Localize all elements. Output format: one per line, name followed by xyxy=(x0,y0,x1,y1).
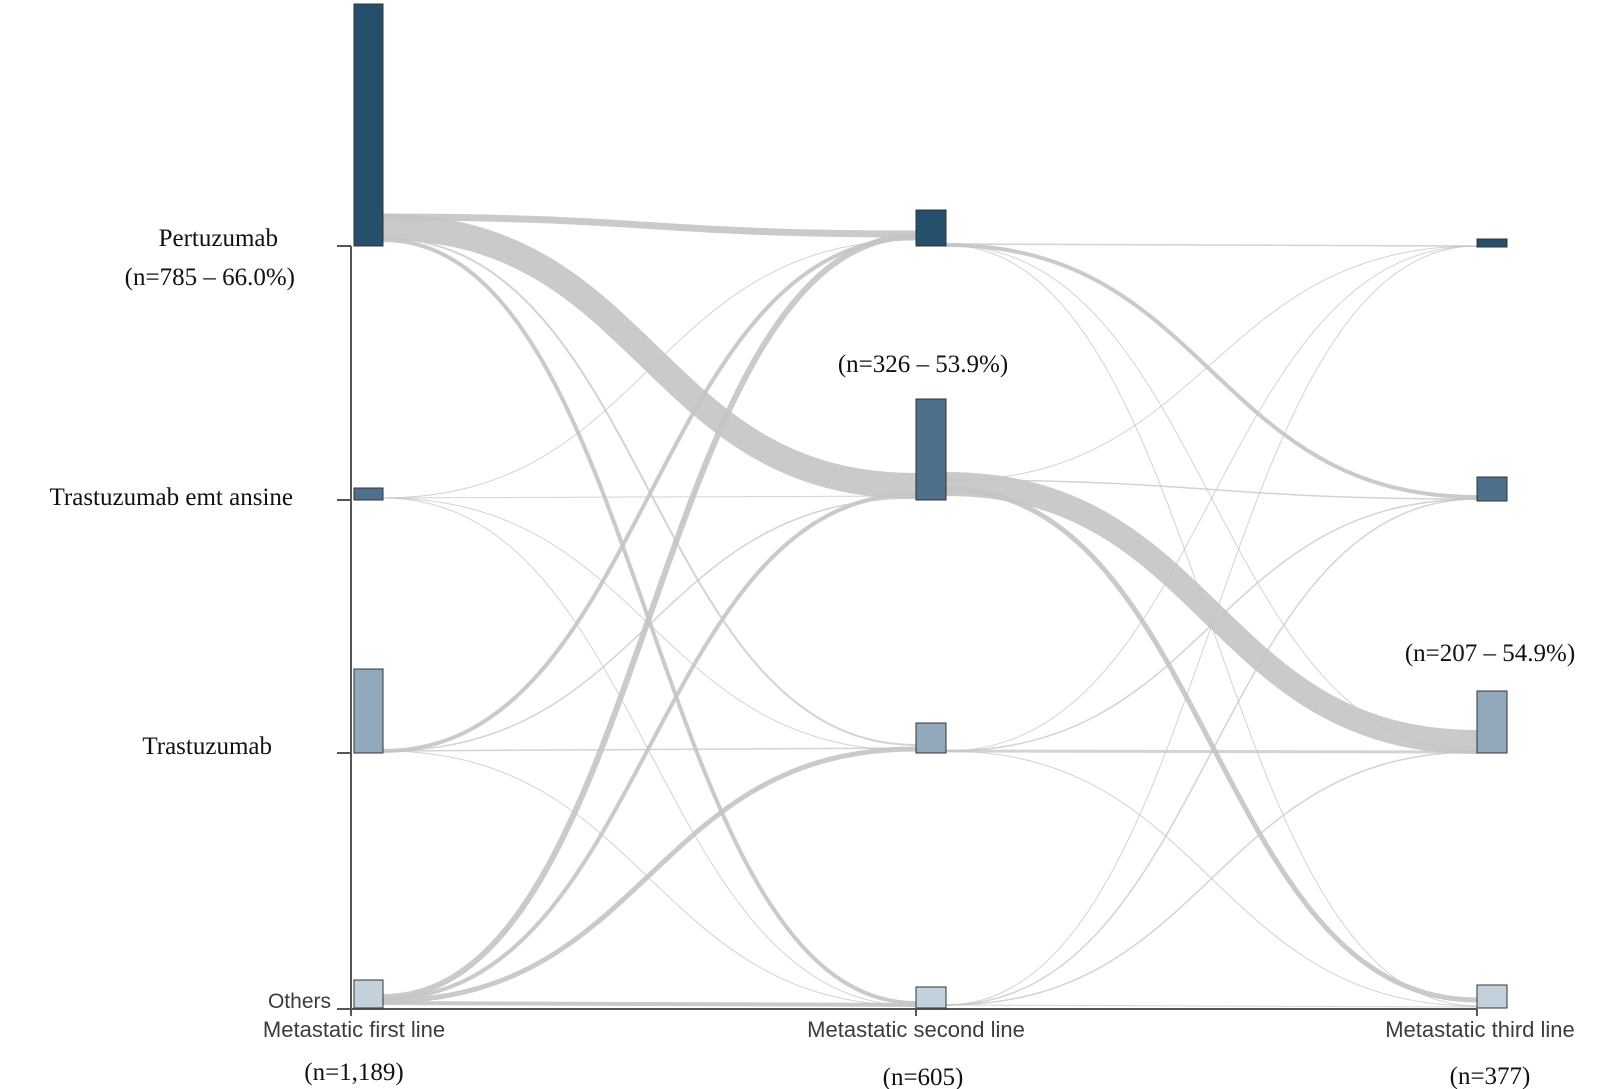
stage-n-third: (n=377) xyxy=(1450,1063,1531,1089)
flow-link xyxy=(945,245,1478,752)
label-tdm1: Trastuzumab emt ansine xyxy=(50,484,293,511)
flows-layer xyxy=(382,213,1478,1008)
flow-link xyxy=(382,746,917,1004)
annotation-first-pertuzumab: (n=785 – 66.0%) xyxy=(125,264,295,291)
flow-link xyxy=(382,239,917,499)
flow-link xyxy=(382,236,917,753)
flow-link xyxy=(945,472,1478,754)
bar-tdm1-stage-3 xyxy=(1476,476,1508,502)
annotation-third-trastuzumab: (n=207 – 54.9%) xyxy=(1405,640,1575,667)
flow-link xyxy=(945,498,1478,1006)
bar-trastuzumab-stage-2 xyxy=(915,722,947,754)
bar-others-stage-1 xyxy=(353,979,384,1009)
bar-pertuzumab-stage-1 xyxy=(353,3,384,247)
bar-trastuzumab-stage-3 xyxy=(1476,690,1508,754)
flow-link xyxy=(945,245,1478,482)
bar-trastuzumab-stage-1 xyxy=(353,668,384,754)
axes-layer xyxy=(337,245,1478,1016)
labels-layer: Pertuzumab (n=785 – 66.0%) Trastuzumab e… xyxy=(50,225,1576,1089)
label-trastuzumab: Trastuzumab xyxy=(142,733,272,760)
flow-link xyxy=(945,245,1478,1006)
bar-pertuzumab-stage-2 xyxy=(915,209,947,247)
flow-link xyxy=(945,243,1478,499)
bar-tdm1-stage-2 xyxy=(915,398,947,501)
bar-others-stage-3 xyxy=(1476,984,1508,1009)
flow-link xyxy=(382,492,917,1001)
bar-others-stage-2 xyxy=(915,986,947,1009)
flow-link xyxy=(382,213,917,238)
flow-link xyxy=(945,243,1478,247)
flow-link xyxy=(382,1001,917,1007)
flow-link xyxy=(382,233,917,1000)
flow-link xyxy=(945,479,1478,500)
flow-link xyxy=(382,497,917,1007)
stage-n-second: (n=605) xyxy=(883,1064,964,1089)
flow-link xyxy=(945,1004,1478,1008)
bar-tdm1-stage-1 xyxy=(353,487,384,501)
flow-link xyxy=(945,751,1478,1006)
flow-link xyxy=(382,214,917,499)
stage-label-first: Metastatic first line xyxy=(263,1017,445,1042)
stage-n-first: (n=1,189) xyxy=(304,1059,404,1086)
bars-layer xyxy=(353,3,1508,1009)
annotation-second-tdm1: (n=326 – 53.9%) xyxy=(838,351,1008,378)
flow-link xyxy=(382,750,917,1007)
stage-label-second: Metastatic second line xyxy=(807,1017,1025,1042)
stage-label-third: Metastatic third line xyxy=(1385,1017,1575,1042)
flow-link xyxy=(945,486,1478,1003)
bar-pertuzumab-stage-3 xyxy=(1476,238,1508,248)
label-pertuzumab: Pertuzumab xyxy=(159,225,278,252)
label-others: Others xyxy=(268,990,331,1013)
